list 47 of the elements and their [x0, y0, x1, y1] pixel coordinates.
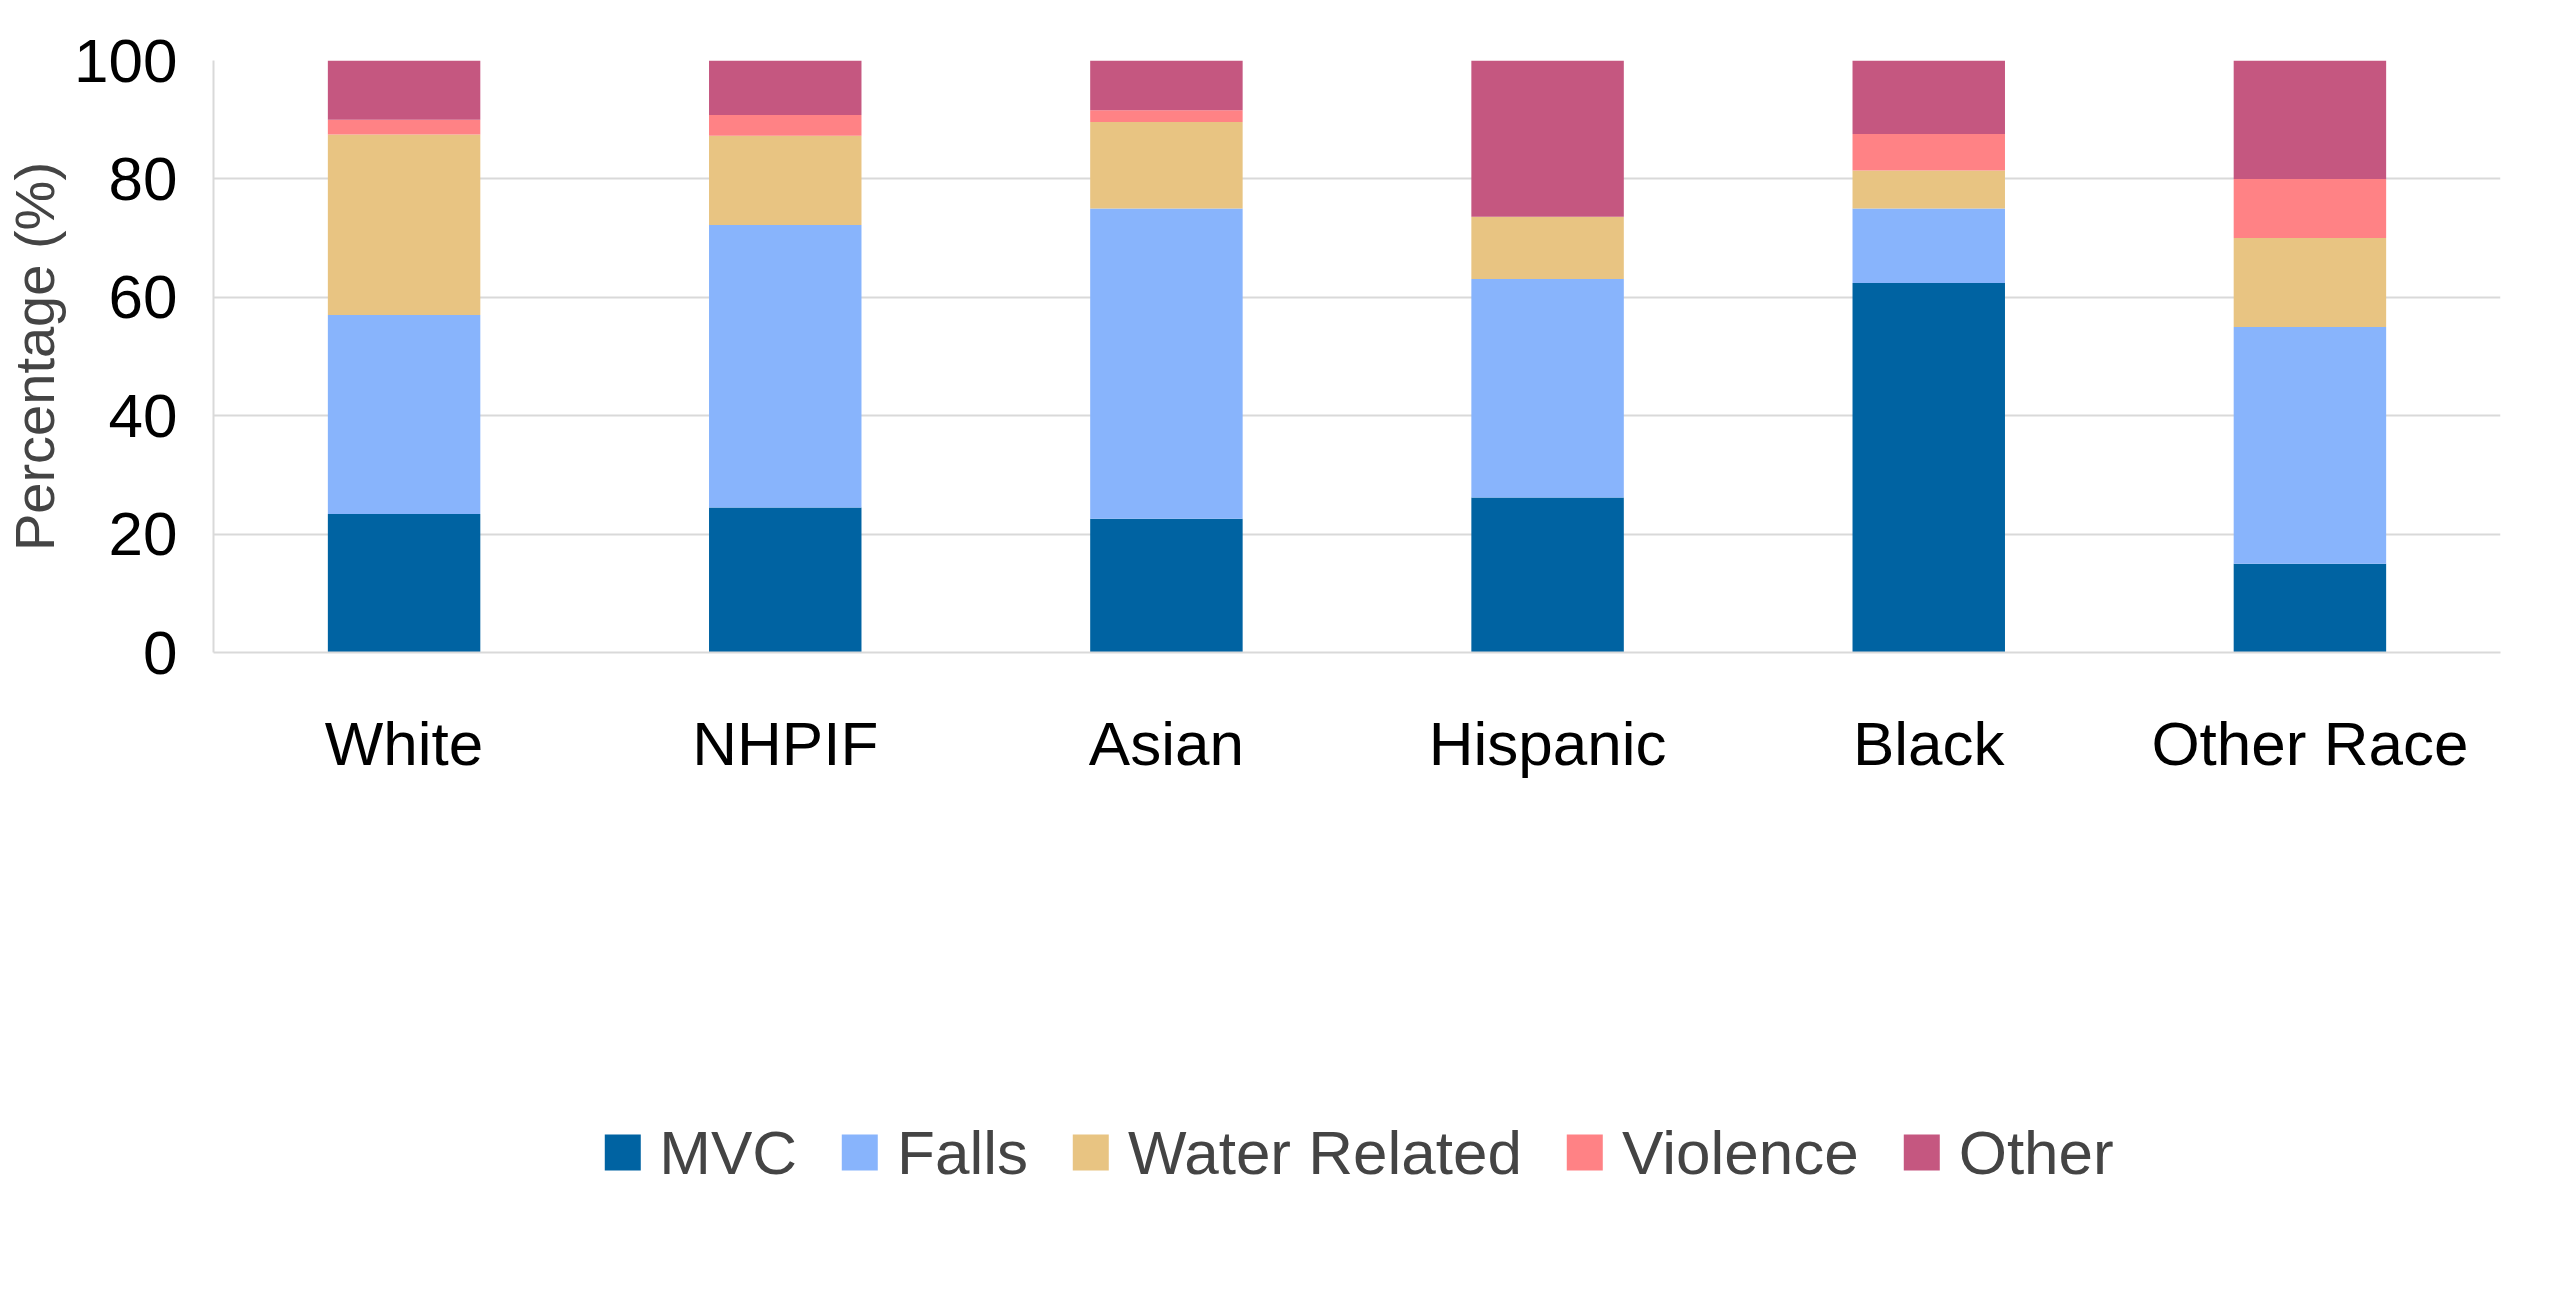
- bar: [709, 225, 862, 508]
- y-axis-title: Percentage (%): [3, 161, 67, 552]
- bar: [1471, 278, 1624, 498]
- bar: [327, 60, 481, 120]
- bar: [2233, 563, 2387, 653]
- bar: [1852, 133, 2005, 171]
- x-tick-label: White: [324, 708, 484, 778]
- legend-label: Falls: [897, 1116, 1028, 1188]
- bar: [1090, 122, 1243, 209]
- bar: [1471, 60, 1624, 217]
- bar: [2233, 326, 2387, 564]
- legend-label: Other: [1958, 1116, 2114, 1188]
- bar: [327, 315, 481, 514]
- y-tick-label: 0: [143, 617, 178, 687]
- x-tick-label: Other Race: [2151, 708, 2469, 778]
- bar: [709, 60, 862, 115]
- bar: [1471, 497, 1624, 653]
- x-tick-label: Black: [1852, 708, 2006, 778]
- bar: [327, 119, 481, 135]
- bar: [1090, 518, 1243, 653]
- bar: [1090, 110, 1243, 123]
- bar: [1090, 60, 1243, 111]
- bar: [1471, 216, 1624, 279]
- bar: [327, 134, 481, 316]
- x-tick-label: Hispanic: [1428, 708, 1667, 778]
- bar: [709, 135, 862, 226]
- x-tick-label: NHPIF: [692, 708, 879, 778]
- bar: [1852, 283, 2005, 653]
- bar: [2233, 238, 2387, 327]
- legend-label: Water Related: [1127, 1116, 1522, 1188]
- legend-label: MVC: [659, 1116, 798, 1188]
- y-tick-label: 80: [108, 143, 178, 213]
- bar: [709, 114, 862, 136]
- bar: [1090, 208, 1243, 519]
- bar: [2233, 178, 2387, 239]
- bar: [1852, 208, 2005, 284]
- y-tick-label: 60: [108, 262, 178, 332]
- bar: [1852, 60, 2005, 134]
- legend-label: Violence: [1621, 1116, 1859, 1188]
- y-tick-label: 100: [74, 25, 178, 95]
- bar: [709, 507, 862, 653]
- bar: [2233, 60, 2387, 179]
- bar: [327, 513, 481, 653]
- y-tick-label: 40: [108, 380, 178, 450]
- y-tick-label: 20: [108, 499, 178, 569]
- x-tick-label: Asian: [1088, 708, 1244, 778]
- bar: [1852, 170, 2005, 209]
